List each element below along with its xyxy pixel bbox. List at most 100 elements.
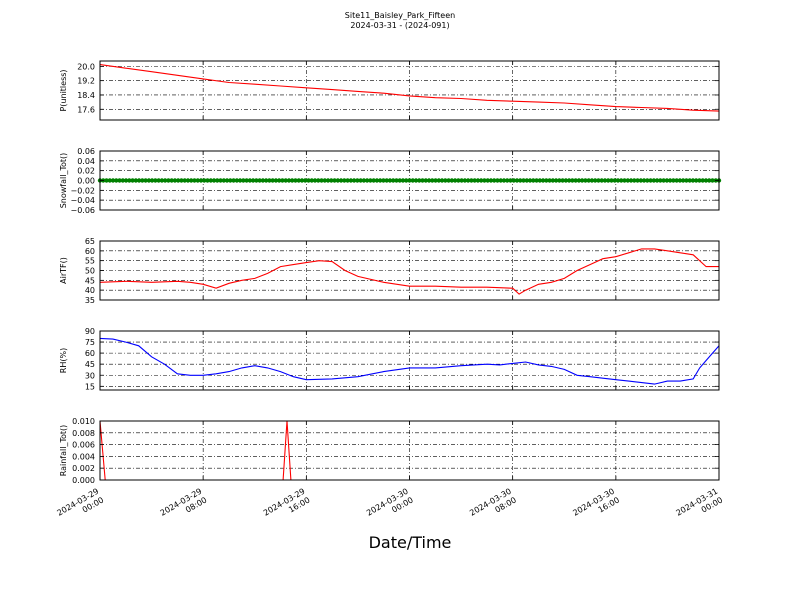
y-tick-label: 17.6 [77, 105, 95, 114]
data-point [667, 178, 673, 183]
data-point [345, 178, 350, 183]
data-point [374, 178, 380, 183]
data-point [531, 178, 536, 183]
data-point [586, 178, 591, 183]
data-point [508, 178, 513, 183]
data-point [283, 178, 288, 183]
y-tick-label: 35 [85, 296, 95, 305]
data-point [563, 178, 569, 183]
data-point [443, 178, 448, 183]
data-point [162, 178, 168, 183]
data-point [648, 178, 653, 183]
data-point [560, 178, 565, 183]
data-point [566, 178, 572, 183]
data-point [332, 178, 337, 183]
data-point [182, 178, 187, 183]
data-point [286, 178, 292, 183]
data-point [413, 178, 419, 183]
data-point [697, 178, 702, 183]
data-point [570, 178, 575, 183]
data-point [159, 178, 165, 183]
data-point [641, 178, 647, 183]
data-point [671, 178, 676, 183]
data-point [557, 178, 562, 183]
data-point [377, 178, 383, 183]
data-point [133, 178, 139, 183]
y-axis-label: AirTF() [59, 257, 68, 284]
y-tick-label: 19.2 [77, 77, 95, 86]
data-point [329, 178, 334, 183]
chart-title: Site11_Baisley_Park_Fifteen [344, 11, 456, 20]
data-point [273, 178, 279, 183]
data-point [518, 178, 523, 183]
data-point [550, 178, 556, 183]
data-point [609, 178, 614, 183]
data-point [296, 178, 301, 183]
data-point [619, 178, 624, 183]
data-point [544, 178, 549, 183]
y-tick-label: 90 [85, 327, 95, 336]
data-point [394, 178, 399, 183]
data-point [602, 178, 608, 183]
data-point [433, 178, 438, 183]
data-point [156, 178, 161, 183]
data-point [384, 178, 389, 183]
data-point [202, 178, 207, 183]
data-point [492, 178, 497, 183]
data-point [710, 178, 715, 183]
data-point [527, 178, 533, 183]
data-point [482, 178, 487, 183]
data-point [114, 178, 119, 183]
data-point [312, 178, 318, 183]
data-point [404, 178, 409, 183]
data-point [228, 178, 233, 183]
data-point [250, 178, 256, 183]
data-point [606, 178, 611, 183]
data-point [423, 178, 428, 183]
y-tick-label: 50 [85, 267, 95, 276]
data-point [263, 178, 269, 183]
data-point [703, 178, 709, 183]
data-point [325, 178, 331, 183]
data-point [596, 178, 601, 183]
y-tick-label: −0.06 [70, 206, 95, 215]
chart-subtitle: 2024-03-31 - (2024-091) [350, 21, 450, 30]
y-axis-label: Snowfall_Tot() [59, 153, 68, 209]
data-point [469, 178, 474, 183]
data-point [218, 178, 223, 183]
data-point [120, 178, 126, 183]
data-point [179, 178, 184, 183]
data-point [540, 178, 546, 183]
y-tick-label: 0.006 [72, 441, 95, 450]
data-point [459, 178, 464, 183]
data-point [612, 178, 617, 183]
data-point [576, 178, 582, 183]
data-point [319, 178, 324, 183]
data-point [221, 178, 226, 183]
data-point [651, 178, 657, 183]
data-point [175, 178, 181, 183]
data-point [599, 178, 604, 183]
data-point [475, 178, 481, 183]
data-point [254, 178, 259, 183]
data-point [185, 178, 191, 183]
y-tick-label: 0.004 [72, 452, 95, 461]
y-tick-label: 0.06 [77, 147, 95, 156]
data-point [579, 178, 585, 183]
data-point [537, 178, 543, 183]
y-tick-label: 40 [85, 286, 95, 295]
data-point [658, 178, 663, 183]
data-point [247, 178, 253, 183]
data-point [309, 178, 314, 183]
data-point [257, 178, 262, 183]
data-point [674, 178, 679, 183]
data-point [166, 178, 171, 183]
data-point [397, 178, 402, 183]
data-point [632, 178, 637, 183]
series-line [99, 248, 719, 295]
data-point [514, 178, 520, 183]
series-line [99, 337, 720, 385]
